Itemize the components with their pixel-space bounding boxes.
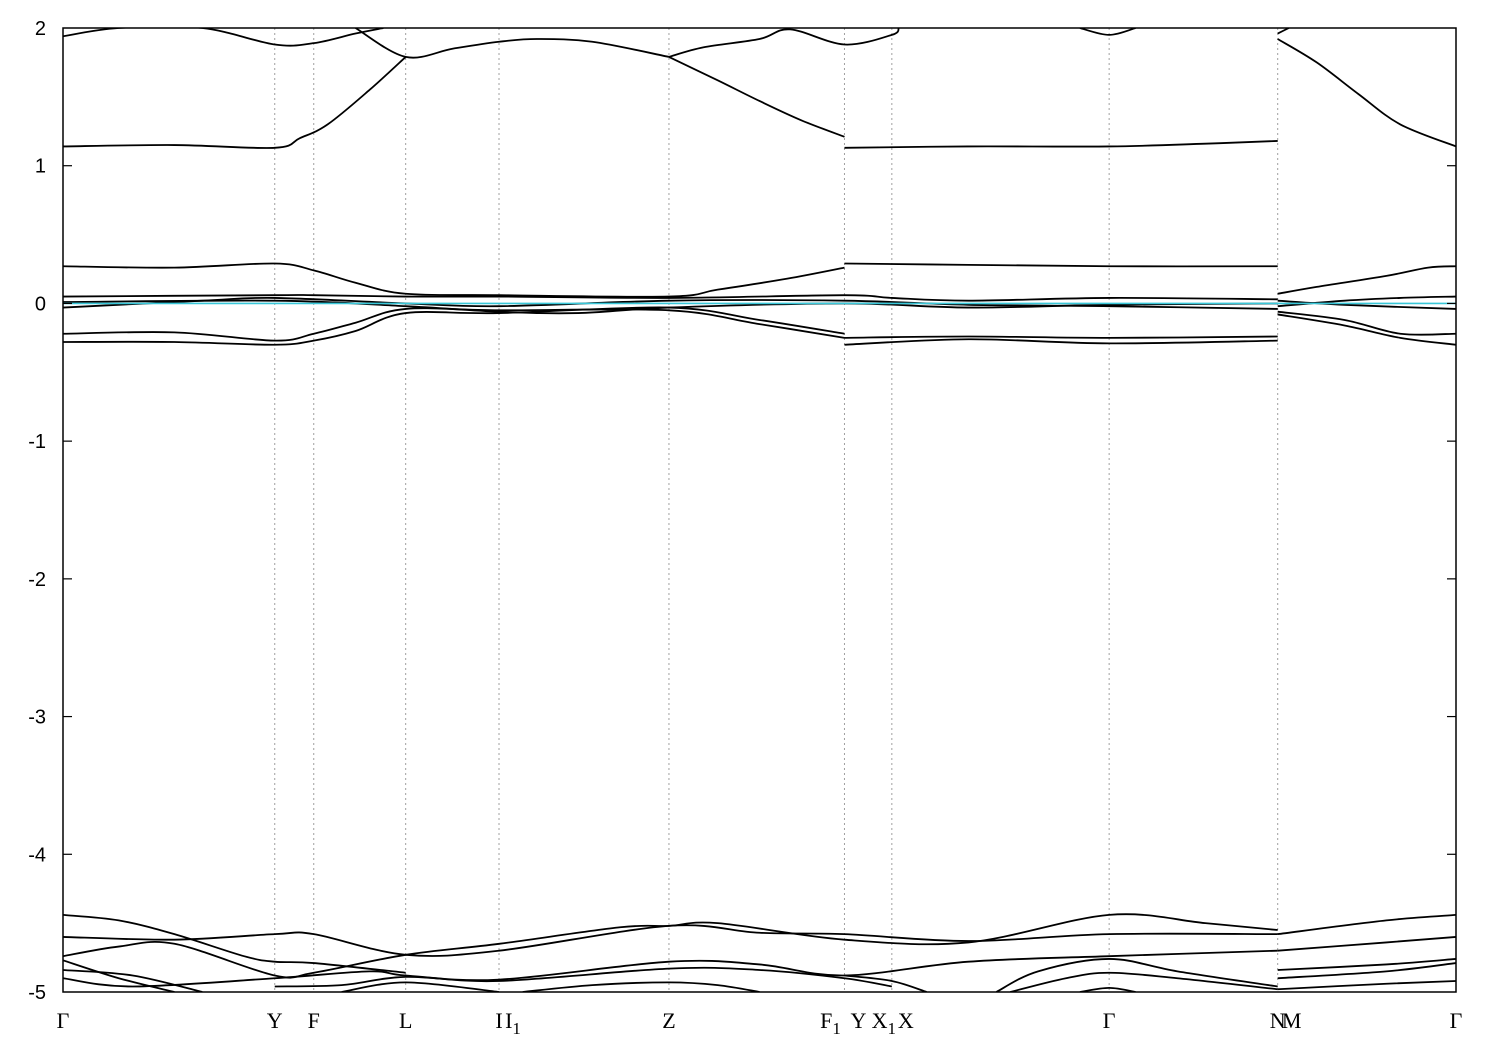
band-line [844, 974, 927, 992]
band-line [341, 981, 500, 992]
band-line [63, 913, 406, 974]
band-line [1277, 936, 1456, 952]
band-line [1277, 962, 1456, 980]
band-line [274, 966, 892, 988]
band-line [1277, 28, 1290, 35]
band-line [63, 969, 203, 992]
band-line [63, 262, 845, 298]
band-line [355, 28, 670, 59]
y-tick-label: 2 [35, 18, 46, 40]
kpoint-label: X [898, 1008, 914, 1033]
band-line [844, 335, 1278, 339]
band-line [844, 338, 1278, 346]
y-tick-label: 1 [35, 156, 46, 178]
band-line [63, 959, 175, 992]
x-axis-kpoint-labels: Γ Y F L I I1 Z F1 Y X1 X Γ NM Γ [57, 1008, 1463, 1038]
kpoint-label: M [1282, 1008, 1302, 1033]
kpoint-label: Γ [57, 1008, 70, 1033]
plot-frame [62, 27, 1457, 993]
kpoint-label: Γ [1103, 1008, 1116, 1033]
kpoint-label: Γ [1450, 1008, 1463, 1033]
band-line [1277, 310, 1456, 336]
band-line [1079, 986, 1136, 992]
band-line [63, 913, 1278, 979]
band-line [1079, 28, 1136, 36]
band-line [63, 949, 1278, 988]
band-line [1277, 313, 1456, 346]
y-tick-label: -3 [28, 707, 46, 729]
band-line [63, 307, 845, 342]
band-line [844, 140, 1278, 149]
kpoint-label: I [495, 1008, 502, 1033]
kpoint-label: N [1270, 1008, 1286, 1033]
band-line [844, 262, 1278, 268]
kpoint-label: F1 [820, 1008, 841, 1038]
band-line [63, 56, 407, 149]
kpoint-label: Z [662, 1008, 675, 1033]
kpoint-label: X1 [872, 1008, 896, 1038]
band-line [63, 28, 384, 47]
band-line [1277, 295, 1456, 308]
band-line [668, 56, 845, 138]
band-line [1277, 913, 1456, 936]
y-tick-label: -2 [28, 569, 46, 591]
kpoint-label: F [308, 1008, 320, 1033]
band-line [995, 958, 1278, 992]
band-line [1277, 958, 1456, 971]
band-line [63, 294, 1278, 302]
kpoint-label: L [399, 1008, 412, 1033]
kpoint-grid-lines [274, 28, 1279, 992]
y-tick-label: -5 [28, 982, 46, 1004]
band-line [522, 981, 760, 992]
y-tick-label: -4 [28, 844, 46, 866]
band-line [1277, 299, 1456, 310]
band-line [1277, 980, 1456, 991]
band-line [1277, 38, 1456, 148]
band-line [668, 28, 900, 58]
band-line [1010, 971, 1278, 992]
y-tick-label: 0 [35, 293, 46, 315]
y-axis-ticks: 2 1 0 -1 -2 -3 -4 -5 [28, 18, 1456, 1004]
y-tick-label: -1 [28, 431, 46, 453]
band-line [63, 306, 845, 346]
band-line [63, 924, 1278, 957]
kpoint-label: Y [267, 1008, 283, 1033]
kpoint-label: Y [851, 1008, 867, 1033]
kpoint-label: I1 [505, 1008, 521, 1038]
band-line [1277, 265, 1456, 295]
band-lines [63, 28, 1456, 992]
